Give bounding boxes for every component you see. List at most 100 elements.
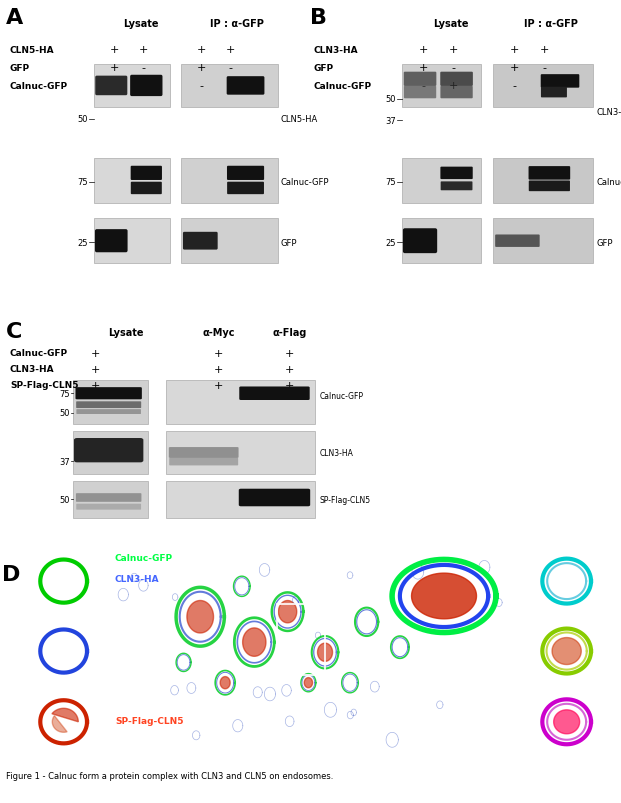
Polygon shape	[554, 710, 579, 734]
Text: Calnuc-GFP: Calnuc-GFP	[281, 178, 329, 187]
Text: +: +	[91, 381, 101, 390]
Text: CLN3-HA: CLN3-HA	[319, 448, 353, 457]
Text: +: +	[197, 63, 206, 73]
Text: IP : α-GFP: IP : α-GFP	[524, 19, 578, 29]
Text: B: B	[310, 8, 327, 28]
Text: CLN3-HA: CLN3-HA	[10, 365, 55, 373]
Polygon shape	[317, 643, 332, 662]
Text: IP : α-GFP: IP : α-GFP	[210, 19, 264, 29]
FancyBboxPatch shape	[440, 168, 473, 180]
FancyBboxPatch shape	[403, 229, 437, 254]
FancyBboxPatch shape	[131, 182, 162, 195]
Polygon shape	[52, 715, 67, 732]
Text: GFP: GFP	[9, 63, 29, 73]
Text: Calnuc-GFP: Calnuc-GFP	[115, 553, 173, 563]
Text: -: -	[512, 81, 517, 92]
Text: +: +	[284, 365, 294, 374]
Text: Rab5QL: Rab5QL	[115, 736, 154, 745]
Text: Lysate: Lysate	[123, 19, 158, 29]
FancyBboxPatch shape	[227, 166, 264, 181]
Text: b: b	[31, 624, 39, 634]
Text: Lysate: Lysate	[433, 19, 468, 29]
Bar	[166, 381, 315, 424]
Bar	[181, 218, 278, 264]
FancyBboxPatch shape	[76, 402, 141, 409]
Text: CLN5-HA: CLN5-HA	[9, 46, 54, 55]
Text: +: +	[284, 381, 294, 390]
Polygon shape	[52, 708, 78, 722]
FancyBboxPatch shape	[76, 410, 141, 414]
Text: CLN3-HA: CLN3-HA	[115, 574, 160, 583]
Text: +: +	[214, 381, 224, 390]
Text: C: C	[6, 321, 22, 341]
Text: 50: 50	[59, 495, 70, 504]
FancyBboxPatch shape	[183, 233, 218, 251]
Text: 50: 50	[385, 96, 396, 104]
Text: c: c	[31, 695, 37, 705]
Text: +: +	[510, 63, 519, 73]
Text: 25: 25	[78, 238, 88, 247]
Text: SP-Flag-CLN5: SP-Flag-CLN5	[115, 715, 183, 725]
Text: Figure 1 - Calnuc form a protein complex with CLN3 and CLN5 on endosomes.: Figure 1 - Calnuc form a protein complex…	[6, 771, 333, 780]
Text: CLN3-HA: CLN3-HA	[314, 46, 358, 55]
Polygon shape	[243, 628, 266, 657]
Text: GFP: GFP	[597, 238, 613, 247]
FancyBboxPatch shape	[95, 76, 127, 96]
Text: 25: 25	[385, 238, 396, 247]
Text: a: a	[31, 554, 38, 565]
Polygon shape	[412, 573, 476, 619]
Bar	[73, 431, 148, 475]
Text: +: +	[226, 81, 235, 92]
Text: α-Myc: α-Myc	[202, 328, 235, 337]
FancyBboxPatch shape	[76, 388, 142, 400]
FancyBboxPatch shape	[169, 459, 238, 466]
Bar	[166, 431, 315, 475]
Text: +: +	[449, 45, 458, 55]
Bar	[94, 65, 170, 108]
Bar	[493, 159, 594, 204]
Text: 50: 50	[78, 115, 88, 124]
Text: -: -	[543, 63, 547, 73]
Text: +: +	[419, 63, 428, 73]
Polygon shape	[220, 677, 230, 689]
Text: +: +	[449, 81, 458, 92]
Polygon shape	[187, 601, 214, 634]
Polygon shape	[552, 638, 581, 665]
Text: +: +	[226, 45, 235, 55]
FancyBboxPatch shape	[404, 87, 436, 99]
FancyBboxPatch shape	[440, 72, 473, 87]
Text: +: +	[197, 45, 206, 55]
Text: -: -	[112, 81, 116, 92]
FancyBboxPatch shape	[541, 88, 567, 98]
FancyBboxPatch shape	[528, 181, 570, 192]
FancyBboxPatch shape	[440, 87, 473, 99]
Bar	[493, 218, 594, 264]
Text: Calnuc-GFP: Calnuc-GFP	[319, 391, 363, 401]
Text: -: -	[229, 63, 233, 73]
Bar	[94, 159, 170, 204]
Bar	[181, 65, 278, 108]
FancyBboxPatch shape	[76, 504, 141, 510]
FancyBboxPatch shape	[495, 235, 540, 247]
Text: CLN3-HA: CLN3-HA	[597, 108, 621, 116]
FancyBboxPatch shape	[169, 447, 238, 459]
FancyBboxPatch shape	[74, 438, 143, 463]
Polygon shape	[278, 601, 297, 623]
FancyBboxPatch shape	[238, 489, 310, 507]
Text: +: +	[91, 349, 101, 358]
Text: +: +	[540, 45, 550, 55]
FancyBboxPatch shape	[441, 182, 473, 191]
FancyBboxPatch shape	[130, 166, 162, 181]
Text: A: A	[6, 8, 24, 28]
Text: f: f	[534, 695, 538, 705]
Polygon shape	[304, 678, 312, 688]
Text: +: +	[214, 349, 224, 358]
Text: 75: 75	[77, 178, 88, 187]
Text: Lysate: Lysate	[107, 328, 143, 337]
Bar	[277, 605, 325, 675]
Text: Calnuc-GFP: Calnuc-GFP	[597, 178, 621, 187]
Text: +: +	[419, 45, 428, 55]
Text: +: +	[109, 45, 119, 55]
Text: -: -	[142, 63, 145, 73]
Bar	[73, 481, 148, 518]
